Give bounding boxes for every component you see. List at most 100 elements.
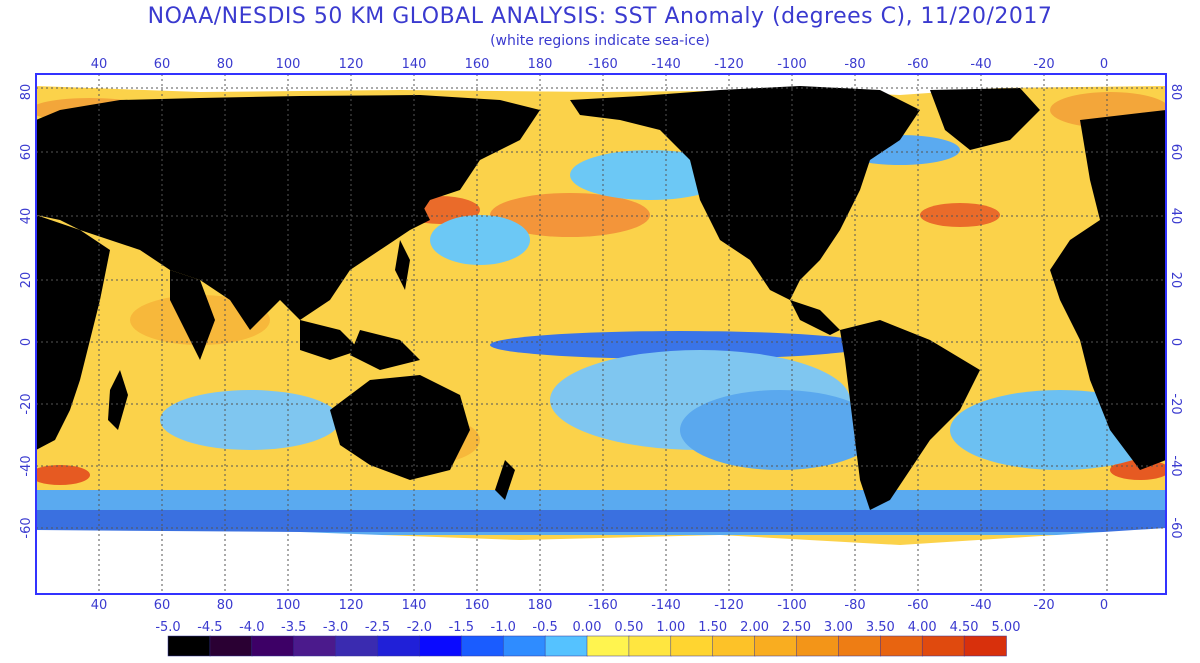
colorbar-label: 3.50 [866, 620, 895, 635]
colorbar-label: -3.5 [281, 620, 306, 635]
left-lat-label: 80 [19, 84, 34, 101]
left-lat-label: -40 [19, 455, 34, 476]
left-lat-label: 40 [19, 208, 34, 225]
colorbar-labels: -5.0 -4.5 -4.0 -3.5 -3.0 -2.5 -2.0 -1.5 -1.0 -0.5… [155, 620, 1020, 635]
top-lon-label: -20 [1033, 57, 1054, 72]
anomaly-field [36, 74, 1166, 594]
left-latitude-labels: 80 60 40 20 0 -20 -40 -60 [19, 84, 34, 539]
colorbar-swatch [251, 635, 295, 657]
bottom-lon-label: 160 [465, 598, 490, 613]
bottom-lon-label: -100 [777, 598, 807, 613]
colorbar-swatch [628, 635, 672, 657]
right-lat-label: 0 [1168, 338, 1183, 346]
bottom-lon-label: 80 [217, 598, 234, 613]
bottom-lon-label: 180 [528, 598, 553, 613]
map-frame [35, 73, 1167, 595]
right-latitude-labels: 80 60 40 20 0 -20 -40 -60 [1168, 84, 1183, 539]
bottom-lon-label: 0 [1100, 598, 1108, 613]
top-lon-label: 160 [465, 57, 490, 72]
colorbar-label: 2.50 [782, 620, 811, 635]
bottom-lon-label: -80 [844, 598, 865, 613]
colorbar-swatch [544, 635, 588, 657]
bottom-lon-label: 120 [339, 598, 364, 613]
colorbar-swatch [754, 635, 798, 657]
top-lon-label: 60 [154, 57, 171, 72]
colorbar-label: -1.0 [491, 620, 516, 635]
colorbar-label: 2.00 [740, 620, 769, 635]
right-lat-label: 20 [1168, 272, 1183, 289]
colorbar-swatch [335, 635, 379, 657]
top-lon-label: -140 [651, 57, 681, 72]
top-longitude-labels: 40 60 80 100 120 140 160 180 -160 -140 -… [91, 57, 1108, 72]
colorbar-swatch [796, 635, 840, 657]
bottom-lon-label: 40 [91, 598, 108, 613]
map-subtitle: (white regions indicate sea-ice) [490, 33, 710, 49]
colorbar-swatch [963, 635, 1007, 657]
colorbar-swatch [209, 635, 253, 657]
left-lat-label: -20 [19, 393, 34, 414]
top-lon-label: -100 [777, 57, 807, 72]
colorbar-swatch [921, 635, 965, 657]
land-masses [36, 86, 1166, 510]
colorbar-swatch [586, 635, 630, 657]
colorbar-swatch [838, 635, 882, 657]
top-lon-label: -160 [588, 57, 618, 72]
colorbar-swatch [377, 635, 421, 657]
map-title: NOAA/NESDIS 50 KM GLOBAL ANALYSIS: SST A… [147, 4, 1053, 29]
bottom-lon-label: -140 [651, 598, 681, 613]
bottom-lon-label: 100 [276, 598, 301, 613]
left-lat-label: 0 [19, 338, 34, 346]
right-lat-label: -40 [1168, 455, 1183, 476]
colorbar-swatch [461, 635, 504, 657]
bottom-lon-label: -40 [970, 598, 991, 613]
right-lat-label: 80 [1168, 84, 1183, 101]
colorbar-label: 4.50 [950, 620, 979, 635]
top-lon-label: -80 [844, 57, 865, 72]
colorbar-swatch [880, 635, 923, 657]
colorbar: -5.0 -4.5 -4.0 -3.5 -3.0 -2.5 -2.0 -1.5 -1.0 -0.5… [155, 620, 1020, 657]
top-lon-label: 0 [1100, 57, 1108, 72]
bottom-lon-label: 60 [154, 598, 171, 613]
colorbar-label: -2.5 [365, 620, 390, 635]
bottom-lon-label: -120 [714, 598, 744, 613]
colorbar-label: 0.00 [573, 620, 602, 635]
colorbar-label: -4.5 [197, 620, 222, 635]
top-lon-label: 80 [217, 57, 234, 72]
top-lon-label: 40 [91, 57, 108, 72]
colorbar-label: 5.00 [992, 620, 1021, 635]
bottom-lon-label: -160 [588, 598, 618, 613]
left-lat-label: -60 [19, 517, 34, 538]
bottom-lon-label: 140 [402, 598, 427, 613]
colorbar-swatch [167, 635, 211, 657]
colorbar-label: 1.00 [656, 620, 685, 635]
top-lon-label: 120 [339, 57, 364, 72]
colorbar-swatch [712, 635, 756, 657]
bottom-lon-label: -60 [907, 598, 928, 613]
colorbar-label: -5.0 [155, 620, 180, 635]
colorbar-label: -2.0 [407, 620, 432, 635]
graticule [36, 74, 1166, 594]
colorbar-label: 0.50 [614, 620, 643, 635]
colorbar-label: 4.00 [908, 620, 937, 635]
colorbar-swatch [419, 635, 463, 657]
arctic-sea-ice [36, 74, 1166, 95]
colorbar-swatches [167, 635, 1007, 657]
colorbar-swatch [670, 635, 714, 657]
colorbar-label: -4.0 [239, 620, 264, 635]
colorbar-swatch [502, 635, 546, 657]
colorbar-label: -0.5 [532, 620, 557, 635]
left-lat-label: 20 [19, 272, 34, 289]
top-lon-label: 180 [528, 57, 553, 72]
top-lon-label: 100 [276, 57, 301, 72]
top-lon-label: -60 [907, 57, 928, 72]
colorbar-label: 1.50 [698, 620, 727, 635]
right-lat-label: 60 [1168, 144, 1183, 161]
top-lon-label: 140 [402, 57, 427, 72]
sst-anomaly-map: 40 60 80 100 120 140 160 180 -160 -140 -… [19, 57, 1183, 657]
colorbar-swatch [293, 635, 337, 657]
colorbar-label: -3.0 [323, 620, 348, 635]
right-lat-label: 40 [1168, 208, 1183, 225]
bottom-lon-label: -20 [1033, 598, 1054, 613]
top-lon-label: -120 [714, 57, 744, 72]
top-lon-label: -40 [970, 57, 991, 72]
